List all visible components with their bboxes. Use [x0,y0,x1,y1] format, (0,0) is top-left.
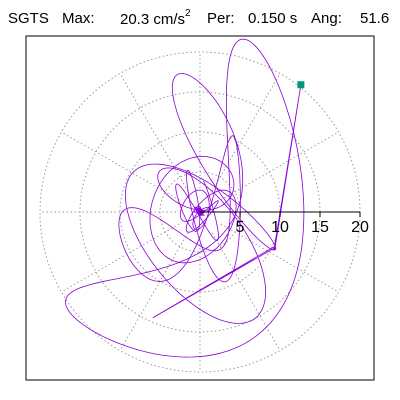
peak-marker [297,81,305,89]
radial-tick-label-5: 5 [236,219,245,236]
max-value-group: 20.3 cm/s2 [120,8,191,28]
angle-value: 51.6 [360,10,390,27]
radial-ticks: 5 10 15 20 [236,212,369,236]
radial-tick-label-10: 10 [271,219,289,236]
max-unit: cm/s [153,11,186,28]
grid-spoke-120 [119,73,189,192]
grid-spoke-330 [220,223,339,293]
period-value: 0.150 s [248,10,298,27]
grid-spoke-210 [61,223,180,293]
peak-marker-group [297,81,305,89]
grid-spoke-60 [211,73,281,192]
chart-header: SGTS Max: 20.3 cm/s2 Per: 0.150 s Ang: 5… [0,0,400,36]
grid-spoke-300 [211,232,281,351]
period-label: Per: [207,10,235,27]
angle-label: Ang: [311,10,342,27]
max-label: Max: [62,10,95,27]
radial-tick-label-20: 20 [351,219,369,236]
station-name: SGTS [8,10,49,27]
orbit-trace [65,38,305,358]
grid-spoke-150 [61,131,180,201]
plot-frame [25,35,375,381]
radial-tick-label-15: 15 [311,219,329,236]
grid-spoke-240 [119,232,189,351]
max-value: 20.3 [120,11,150,28]
max-unit-exponent: 2 [185,8,191,19]
grid-spoke-30 [220,131,339,201]
orbit-path [65,38,305,358]
